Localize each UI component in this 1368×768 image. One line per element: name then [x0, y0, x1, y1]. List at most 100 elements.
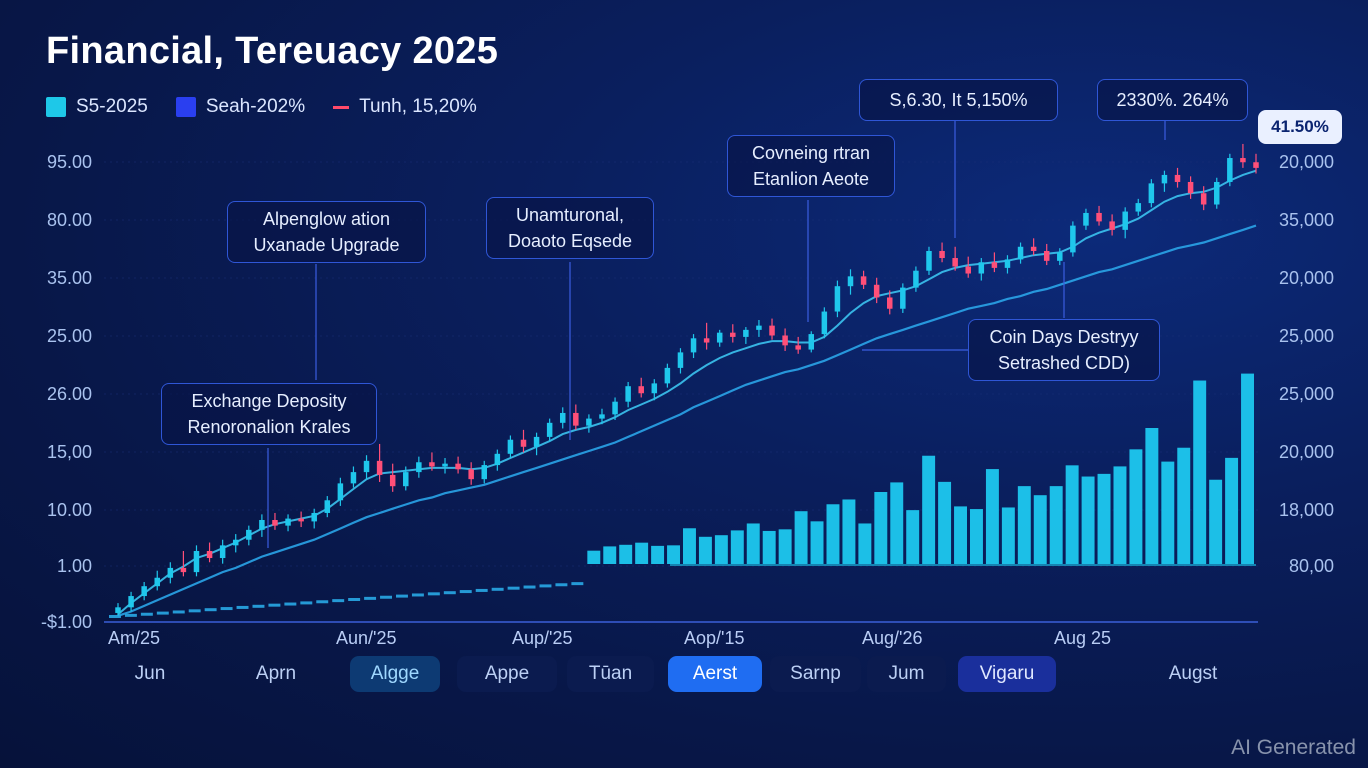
volume-bar	[1129, 449, 1143, 564]
volume-bar	[762, 530, 776, 564]
volume-bar	[1001, 507, 1015, 564]
candle-body	[834, 286, 841, 312]
candle-body	[1083, 212, 1089, 226]
annotation-covneing-line-2: Etanlion Aeote	[752, 169, 870, 189]
sma-fast-line	[117, 169, 1257, 616]
volume-bar	[587, 550, 601, 564]
x-tick-label: Aop/'15	[684, 628, 745, 648]
candle-body	[533, 436, 540, 447]
candle-body	[978, 262, 985, 274]
candle-body	[1017, 246, 1024, 260]
candle-body	[873, 284, 880, 298]
volume-bar	[938, 481, 952, 564]
candle-body	[1004, 259, 1011, 268]
y-left-tick-label: -$1.00	[41, 612, 92, 632]
volume-base-band	[670, 564, 1256, 566]
volume-bar	[858, 523, 872, 564]
tab-tuan[interactable]: Tūan	[567, 656, 654, 692]
candle-body	[1161, 174, 1168, 184]
candle-body	[638, 386, 644, 394]
candle-body	[115, 607, 121, 613]
candle-body	[219, 545, 226, 559]
volume-bar	[491, 587, 504, 591]
volume-bar	[411, 593, 424, 597]
annotation-coin-days-line-1: Coin Days Destryy	[989, 327, 1139, 347]
volume-bar	[890, 482, 904, 564]
volume-bar	[156, 611, 169, 615]
tab-algge[interactable]: Algge	[350, 656, 440, 692]
annotation-2330: 2330%. 264%	[1097, 79, 1248, 121]
candle-body	[625, 386, 631, 402]
y-right-tick-label: 25,000	[1279, 384, 1334, 404]
y-right-tick-label: 18,000	[1279, 500, 1334, 520]
tab-vigaru[interactable]: Vigaru	[958, 656, 1056, 692]
candle-body	[1187, 181, 1194, 194]
candle-body	[442, 463, 448, 467]
volume-bar	[1049, 486, 1063, 564]
y-left-tick-label: 15,00	[47, 442, 92, 462]
x-tick-label: Aug 25	[1054, 628, 1111, 648]
tab-appe[interactable]: Appe	[457, 656, 557, 692]
candle-body	[324, 500, 331, 513]
tab-augst[interactable]: Augst	[1168, 663, 1218, 684]
volume-bar	[236, 605, 249, 609]
y-right-tick-label: 20,000	[1279, 442, 1334, 462]
candle-body	[403, 472, 409, 487]
y-right-tick-label: 25,000	[1279, 326, 1334, 346]
legend-item-0[interactable]: S5-2025	[46, 96, 148, 118]
candle-body	[795, 345, 801, 350]
annotation-exchange-line-1: Exchange Deposity	[191, 391, 347, 411]
candle-body	[808, 334, 815, 350]
candle-body	[586, 418, 592, 426]
candle-body	[481, 465, 488, 480]
tab-aerst[interactable]: Aerst	[668, 656, 762, 692]
volume-bar	[1241, 373, 1254, 564]
candle-body	[272, 520, 278, 526]
candle-body	[546, 422, 553, 437]
volume-bar	[188, 609, 201, 613]
candle-body	[730, 332, 736, 337]
volume-bar	[842, 499, 856, 564]
tab-jum[interactable]: Jum	[867, 656, 946, 692]
tab-sarnp[interactable]: Sarnp	[770, 656, 861, 692]
sma-slow-line	[117, 224, 1257, 617]
candle-body	[664, 367, 671, 384]
legend-item-1[interactable]: Seah-202%	[175, 96, 305, 118]
candle-body	[416, 462, 422, 473]
volume-bar	[730, 530, 744, 564]
annotation-coin-days: Coin Days Destryy Setrashed CDD)	[968, 319, 1160, 381]
candle-body	[376, 460, 383, 475]
tab-jun[interactable]: Jun	[134, 663, 166, 684]
volume-bar	[1177, 447, 1191, 564]
volume-bar	[826, 504, 840, 564]
legend-item-2[interactable]: Tunh, 15,20%	[333, 96, 477, 118]
volume-bar	[635, 542, 649, 564]
x-tick-label: Am/25	[108, 628, 160, 648]
annotation-2330-line-1: 2330%. 264%	[1116, 90, 1229, 110]
volume-bar	[396, 594, 408, 598]
candle-body	[743, 329, 749, 337]
candle-body	[1057, 252, 1063, 261]
candle-body	[311, 512, 317, 522]
candle-body	[285, 518, 291, 526]
legend-label-0: S5-2025	[76, 96, 148, 117]
volume-bar	[1081, 476, 1095, 564]
candle-body	[991, 262, 998, 268]
tab-aprn[interactable]: Aprn	[255, 663, 297, 684]
legend-label-2: Tunh, 15,20%	[359, 96, 477, 117]
y-left-tick-label: 10.00	[47, 500, 92, 520]
candle-body	[847, 276, 854, 287]
legend-swatch-2	[333, 105, 350, 109]
volume-bar	[475, 588, 488, 592]
candle-body	[1200, 193, 1207, 205]
candle-body	[259, 520, 265, 530]
volume-bar	[284, 602, 297, 606]
volume-bar	[523, 585, 536, 589]
candle-body	[1109, 221, 1115, 230]
volume-bar	[1145, 428, 1159, 564]
candle-body	[1227, 158, 1233, 182]
volume-bar	[539, 584, 552, 588]
volume-bar	[268, 603, 281, 607]
volume-bar	[571, 582, 584, 586]
